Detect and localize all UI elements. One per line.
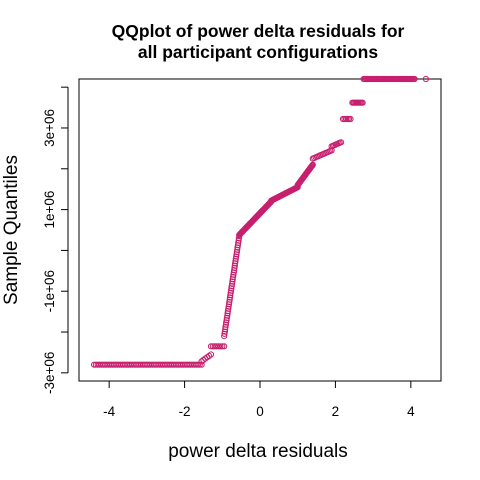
data-point: [194, 361, 201, 368]
data-point: [231, 262, 238, 269]
data-point: [232, 258, 239, 265]
data-point: [309, 161, 316, 168]
data-point: [231, 264, 238, 271]
x-tick-label: -4: [103, 404, 115, 419]
y-axis: -3e+06 -1e+06 1e+06 3e+06: [42, 86, 69, 394]
data-point: [234, 244, 241, 251]
x-tick-label: 2: [332, 404, 340, 419]
data-point: [230, 271, 237, 278]
data-point: [225, 301, 233, 308]
x-tick-label: 0: [256, 404, 264, 419]
data-point: [422, 75, 429, 83]
chart-title-line1: QQplot of power delta residuals for: [112, 21, 405, 41]
data-point: [226, 296, 233, 303]
data-point: [226, 294, 234, 301]
y-tick-label: 3e+06: [42, 109, 57, 147]
data-point: [230, 273, 237, 281]
data-point: [411, 75, 418, 83]
data-point: [221, 330, 228, 337]
data-point: [235, 239, 242, 246]
data-point: [229, 278, 236, 285]
data-point: [221, 333, 228, 340]
data-point: [224, 312, 231, 319]
data-point: [338, 139, 345, 146]
data-point: [234, 242, 241, 249]
data-point: [223, 314, 230, 321]
x-axis-label: power delta residuals: [168, 441, 348, 462]
y-tick-label: -1e+06: [42, 270, 57, 312]
plot-frame: [78, 78, 442, 382]
data-point: [228, 285, 235, 292]
data-point: [229, 276, 236, 283]
data-point: [232, 255, 239, 262]
data-point: [235, 237, 242, 244]
data-point: [223, 317, 230, 324]
data-point: [207, 351, 215, 358]
data-point: [225, 305, 232, 312]
data-point: [233, 251, 240, 258]
data-point: [224, 310, 231, 317]
data-point: [227, 287, 235, 294]
data-point: [232, 260, 239, 267]
data-point: [347, 115, 354, 123]
data-point: [221, 328, 228, 335]
data-point: [222, 323, 229, 331]
x-axis: -4 -2 0 2 4: [103, 380, 415, 419]
data-point: [222, 326, 229, 333]
chart-title-line2: all participant configurations: [138, 42, 378, 62]
data-point: [231, 267, 238, 274]
y-tick-label: -3e+06: [42, 352, 57, 394]
data-point: [359, 99, 366, 106]
data-point: [213, 343, 220, 350]
x-tick-label: -2: [179, 404, 191, 419]
data-point: [225, 303, 232, 310]
data-point: [223, 319, 230, 326]
data-point: [233, 253, 240, 260]
data-point: [227, 289, 234, 296]
data-point: [222, 321, 229, 328]
data-point: [230, 269, 237, 276]
data-point: [219, 343, 226, 350]
data-point: [233, 248, 240, 256]
y-tick-label: 1e+06: [42, 191, 57, 229]
data-point: [196, 361, 203, 368]
data-point: [215, 343, 222, 350]
data-point: [228, 283, 235, 290]
data-point: [229, 280, 236, 287]
y-axis-label: Sample Quantiles: [1, 155, 22, 305]
data-point: [217, 343, 224, 350]
data-point: [221, 343, 228, 350]
data-point: [227, 292, 234, 299]
x-tick-label: 4: [407, 404, 415, 419]
data-point: [224, 308, 231, 315]
data-point: [234, 246, 241, 253]
data-points: [91, 75, 429, 368]
data-point: [226, 298, 233, 306]
